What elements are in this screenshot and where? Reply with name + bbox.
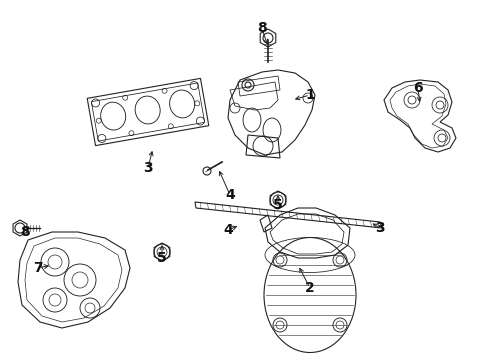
Text: 2: 2: [305, 281, 314, 295]
Text: 6: 6: [412, 81, 422, 95]
Text: 8: 8: [20, 225, 30, 239]
Text: 5: 5: [157, 251, 166, 265]
Text: 1: 1: [305, 88, 314, 102]
Text: 3: 3: [143, 161, 153, 175]
Text: 4: 4: [224, 188, 234, 202]
Text: 8: 8: [257, 21, 266, 35]
Text: 5: 5: [273, 198, 282, 212]
Text: 4: 4: [223, 223, 232, 237]
Text: 7: 7: [33, 261, 43, 275]
Text: 3: 3: [374, 221, 384, 235]
